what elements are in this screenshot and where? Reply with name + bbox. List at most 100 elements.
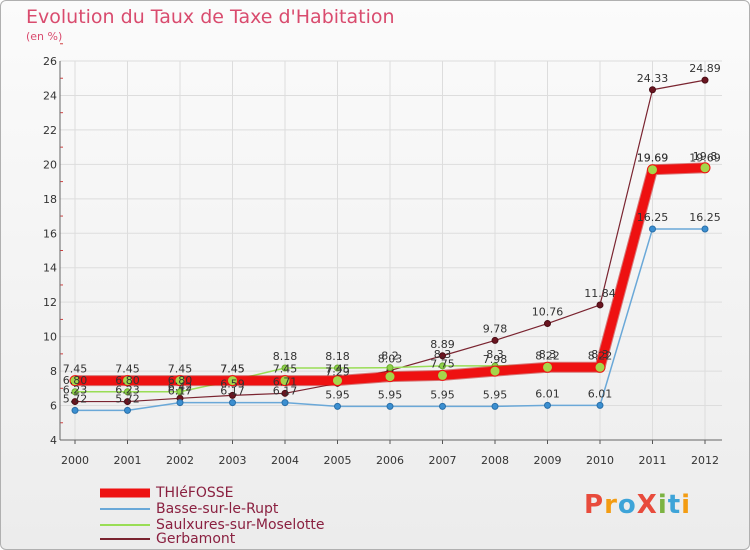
data-label-thiefosse: 7.98	[483, 353, 508, 366]
y-tick-label: 12	[43, 296, 57, 309]
data-label-saulxures-sur-moselotte: 6.80	[115, 374, 140, 387]
data-point-gerbamont[interactable]	[491, 336, 499, 344]
data-point-thiefosse[interactable]	[227, 375, 238, 387]
y-tick-label: 16	[43, 227, 57, 240]
data-point-basse-sur-le-rupt[interactable]	[124, 406, 131, 414]
data-point-thiefosse[interactable]	[594, 361, 606, 373]
data-point-thiefosse[interactable]	[437, 369, 448, 381]
data-point-basse-sur-le-rupt[interactable]	[334, 402, 341, 410]
data-point-thiefosse[interactable]	[174, 375, 186, 387]
legend-label: Saulxures-sur-Moselotte	[156, 517, 325, 533]
data-label-thiefosse: 7.45	[168, 363, 193, 376]
data-point-thiefosse[interactable]	[122, 375, 133, 387]
data-point-saulxures-sur-moselotte[interactable]	[71, 388, 79, 396]
data-point-saulxures-sur-moselotte[interactable]	[439, 362, 446, 370]
data-point-gerbamont[interactable]	[71, 398, 79, 406]
data-label-basse-sur-le-rupt: 5.95	[483, 388, 508, 401]
data-label-saulxures-sur-moselotte: 6.80	[168, 374, 193, 387]
y-tick-label: 4	[50, 434, 57, 447]
data-point-gerbamont[interactable]	[124, 398, 131, 406]
y-tick-label: 10	[43, 331, 57, 344]
data-point-basse-sur-le-rupt[interactable]	[176, 399, 184, 407]
legend-swatch	[100, 488, 150, 498]
x-tick-label: 2006	[376, 454, 404, 467]
data-point-basse-sur-le-rupt[interactable]	[491, 402, 499, 410]
data-point-basse-sur-le-rupt[interactable]	[596, 401, 604, 409]
x-tick-label: 2000	[61, 454, 89, 467]
data-point-basse-sur-le-rupt[interactable]	[386, 402, 394, 410]
data-label-basse-sur-le-rupt: 6.17	[168, 385, 193, 398]
chart-title: Evolution du Taux de Taxe d'Habitation	[26, 6, 395, 28]
y-tick-label: 18	[43, 193, 57, 206]
x-tick-label: 2011	[639, 454, 667, 467]
data-point-thiefosse[interactable]	[489, 365, 501, 377]
data-point-thiefosse[interactable]	[69, 375, 81, 387]
data-point-gerbamont[interactable]	[281, 389, 289, 397]
data-label-saulxures-sur-moselotte: 8.2	[381, 350, 399, 363]
data-point-saulxures-sur-moselotte[interactable]	[124, 388, 131, 396]
data-label-thiefosse: 7.45	[220, 363, 245, 376]
data-point-gerbamont[interactable]	[229, 391, 236, 399]
data-point-gerbamont[interactable]	[439, 352, 446, 360]
y-tick-label: 8	[50, 365, 57, 378]
data-label-thiefosse: 8.22	[588, 349, 613, 362]
data-label-thiefosse: 19.69	[637, 152, 669, 165]
data-point-thiefosse[interactable]	[384, 371, 396, 383]
data-label-basse-sur-le-rupt: 5.95	[430, 388, 455, 401]
data-label-gerbamont: 8.03	[378, 353, 403, 366]
data-point-thiefosse[interactable]	[279, 375, 291, 387]
data-label-basse-sur-le-rupt: 6.01	[535, 387, 560, 400]
data-point-saulxures-sur-moselotte[interactable]	[176, 388, 184, 396]
data-point-gerbamont[interactable]	[596, 301, 604, 309]
data-label-gerbamont: 8.89	[430, 338, 455, 351]
data-point-thiefosse[interactable]	[699, 162, 711, 174]
data-point-basse-sur-le-rupt[interactable]	[439, 402, 446, 410]
logo-letter: o	[617, 490, 637, 520]
y-tick-label: 6	[50, 400, 57, 413]
data-label-basse-sur-le-rupt: 5.72	[63, 392, 88, 405]
x-tick-label: 2009	[534, 454, 562, 467]
legend-label: Basse-sur-le-Rupt	[156, 501, 279, 517]
data-label-thiefosse: 7.75	[430, 357, 455, 370]
data-point-saulxures-sur-moselotte[interactable]	[334, 364, 341, 372]
data-label-thiefosse: 7.45	[325, 363, 350, 376]
legend-item-thiefosse[interactable]: THIéFOSSE	[100, 485, 234, 501]
legend-item-gerbamont[interactable]: Gerbamont	[100, 531, 235, 547]
y-tick-label: 22	[43, 124, 57, 137]
data-point-thiefosse[interactable]	[647, 164, 658, 176]
data-label-saulxures-sur-moselotte: 19.69	[689, 152, 721, 165]
data-label-saulxures-sur-moselotte: 19.69	[637, 152, 669, 165]
series-lines	[69, 76, 711, 414]
data-point-gerbamont[interactable]	[544, 320, 551, 328]
data-point-basse-sur-le-rupt[interactable]	[229, 399, 236, 407]
data-label-thiefosse: 19.8	[693, 150, 718, 163]
legend-item-saulxures-sur-moselotte[interactable]: Saulxures-sur-Moselotte	[100, 517, 325, 533]
data-point-saulxures-sur-moselotte[interactable]	[386, 364, 394, 372]
legend-item-basse-sur-le-rupt[interactable]: Basse-sur-le-Rupt	[100, 501, 279, 517]
data-point-gerbamont[interactable]	[649, 86, 656, 94]
data-point-saulxures-sur-moselotte[interactable]	[281, 364, 289, 372]
y-tick-label: 24	[43, 89, 57, 102]
data-point-thiefosse[interactable]	[542, 361, 553, 373]
data-point-thiefosse[interactable]	[332, 375, 343, 387]
x-tick-label: 2012	[691, 454, 719, 467]
data-point-basse-sur-le-rupt[interactable]	[544, 401, 551, 409]
data-point-basse-sur-le-rupt[interactable]	[71, 406, 79, 414]
x-tick-label: 2007	[429, 454, 457, 467]
data-point-basse-sur-le-rupt[interactable]	[649, 225, 656, 233]
logo-letter: t	[667, 490, 682, 520]
data-label-thiefosse: 7.45	[63, 363, 88, 376]
data-label-saulxures-sur-moselotte: 8.3	[434, 348, 452, 361]
data-point-basse-sur-le-rupt[interactable]	[701, 225, 709, 233]
data-point-gerbamont[interactable]	[701, 76, 709, 84]
data-label-basse-sur-le-rupt: 16.25	[689, 211, 721, 224]
logo-letter: X	[636, 490, 658, 520]
data-label-gerbamont: 24.33	[637, 72, 669, 85]
data-label-saulxures-sur-moselotte: 8.18	[325, 350, 350, 363]
logo-letter: r	[604, 490, 618, 520]
data-point-basse-sur-le-rupt[interactable]	[281, 399, 289, 407]
data-label-basse-sur-le-rupt: 5.72	[115, 392, 140, 405]
data-label-gerbamont: 11.84	[584, 287, 616, 300]
x-tick-label: 2001	[114, 454, 142, 467]
